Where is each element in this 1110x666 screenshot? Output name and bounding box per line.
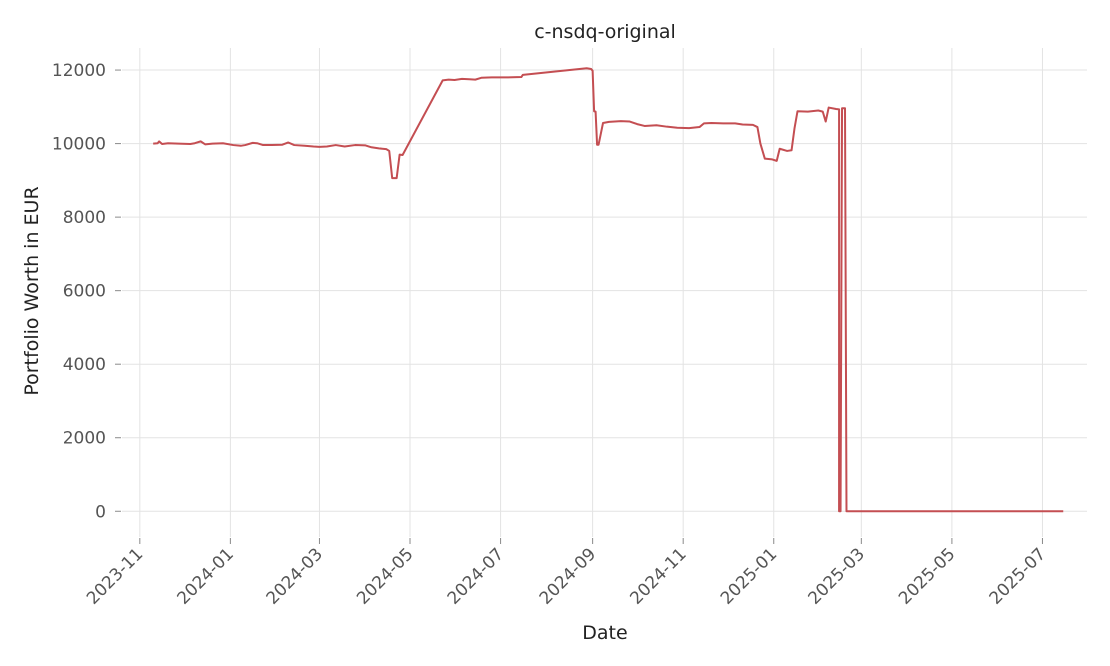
x-tick-label: 2025-03 bbox=[805, 544, 869, 608]
x-tick-label: 2025-05 bbox=[895, 544, 959, 608]
axis-ticks bbox=[115, 69, 1043, 544]
y-tick-label: 6000 bbox=[63, 282, 106, 302]
x-tick-label: 2024-09 bbox=[536, 544, 600, 608]
x-axis-title: Date bbox=[582, 622, 627, 644]
x-tick-label: 2025-07 bbox=[986, 544, 1050, 608]
y-tick-labels: 0 2000 4000 6000 8000 10000 12000 bbox=[52, 61, 106, 522]
chart-title: c-nsdq-original bbox=[534, 21, 676, 43]
x-tick-label: 2025-01 bbox=[717, 544, 781, 608]
y-tick-label: 2000 bbox=[63, 429, 106, 449]
x-tick-label: 2023-11 bbox=[83, 544, 147, 608]
y-tick-label: 8000 bbox=[63, 208, 106, 228]
series-line bbox=[153, 67, 1064, 513]
x-tick-label: 2024-03 bbox=[263, 544, 327, 608]
y-tick-label: 4000 bbox=[63, 355, 106, 375]
y-tick-label: 10000 bbox=[52, 135, 106, 155]
series-layer bbox=[153, 67, 1064, 513]
y-tick-label: 0 bbox=[95, 502, 106, 522]
y-tick-label: 12000 bbox=[52, 61, 106, 81]
y-axis-title: Portfolio Worth in EUR bbox=[21, 186, 43, 395]
x-tick-label: 2024-11 bbox=[626, 544, 690, 608]
grid-lines bbox=[122, 48, 1087, 537]
x-tick-label: 2024-01 bbox=[174, 544, 238, 608]
x-tick-labels: 2023-11 2024-01 2024-03 2024-05 2024-07 2024-… bbox=[83, 544, 1050, 608]
x-tick-label: 2024-05 bbox=[353, 544, 417, 608]
x-tick-label: 2024-07 bbox=[444, 544, 508, 608]
